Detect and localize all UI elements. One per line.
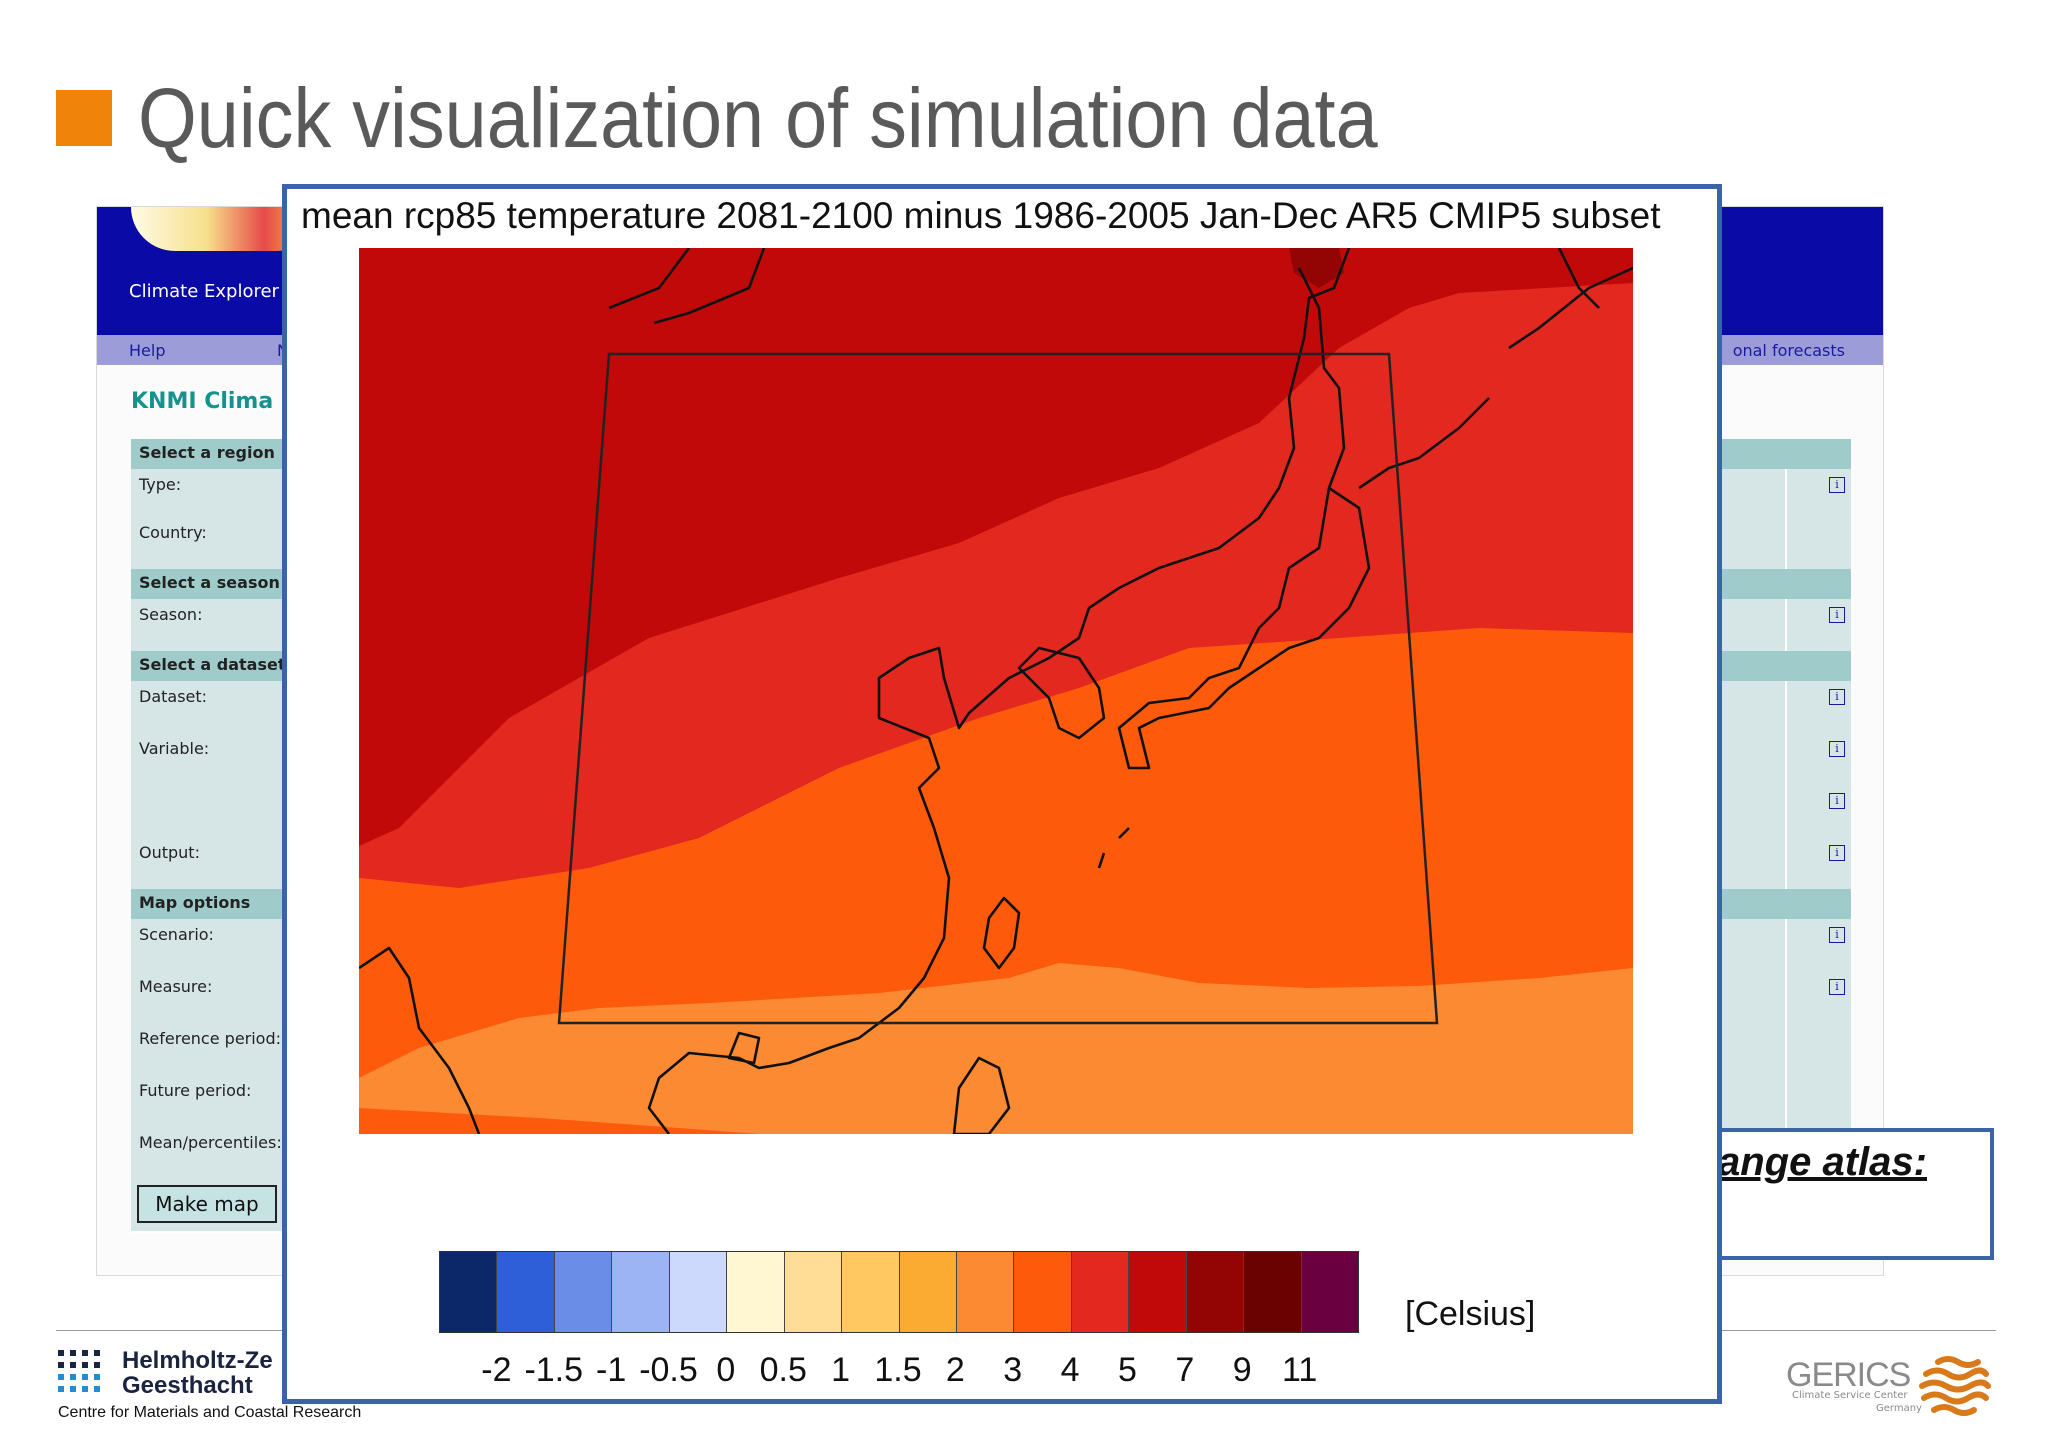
field-label: Output: — [139, 843, 200, 862]
colorbar-swatch — [1014, 1252, 1072, 1332]
colorbar-swatch — [1244, 1252, 1302, 1332]
band-3-to-4-south — [359, 1108, 759, 1134]
section-title: Select a season — [139, 573, 280, 592]
colorbar-swatch — [1071, 1252, 1130, 1332]
field-label: Scenario: — [139, 925, 214, 944]
info-column: i — [1785, 785, 1851, 837]
info-column — [1785, 1075, 1851, 1127]
colorbar-tick-label: -0.5 — [639, 1351, 698, 1389]
colorbar-unit: [Celsius] — [1405, 1295, 1536, 1333]
colorbar-tick-label: 4 — [1060, 1351, 1080, 1389]
slide-title: Quick visualization of simulation data — [138, 71, 1378, 165]
hzg-logo-icon — [58, 1350, 100, 1392]
colorbar-tick-label: 11 — [1281, 1351, 1318, 1389]
band-3-to-4 — [359, 963, 1633, 1134]
colorbar-swatch — [440, 1252, 498, 1332]
colorbar-swatch — [554, 1252, 613, 1332]
gerics-subtitle-2: Germany — [1876, 1403, 1922, 1414]
gerics-subtitle-1: Climate Service Center — [1792, 1390, 1908, 1401]
section-title: Select a dataset — [139, 655, 286, 674]
colorbar-swatch — [727, 1252, 785, 1332]
info-column — [1785, 517, 1851, 569]
info-icon[interactable]: i — [1829, 607, 1845, 623]
colorbar-swatch — [497, 1252, 555, 1332]
atlas-link-suffix: : — [1913, 1140, 1927, 1184]
field-label: Season: — [139, 605, 203, 624]
field-label: Reference period: — [139, 1029, 282, 1048]
field-label: Variable: — [139, 739, 210, 758]
colorbar-tick-label: -2 — [481, 1351, 512, 1389]
info-column: i — [1785, 971, 1851, 1023]
colorbar-tick-label: 7 — [1175, 1351, 1195, 1389]
map-title: mean rcp85 temperature 2081-2100 minus 1… — [301, 195, 1661, 236]
colorbar-swatch — [784, 1252, 843, 1332]
info-icon[interactable]: i — [1829, 741, 1845, 757]
colorbar-tick-label: 2 — [945, 1351, 965, 1389]
section-title: Select a region — [139, 443, 275, 462]
org-subtitle: Centre for Materials and Coastal Researc… — [58, 1404, 362, 1421]
field-label: Mean/percentiles: — [139, 1133, 282, 1152]
colorbar-swatch — [1186, 1252, 1245, 1332]
info-icon[interactable]: i — [1829, 793, 1845, 809]
colorbar-tick-label: -1 — [596, 1351, 627, 1389]
colorbar-tick-label: 9 — [1232, 1351, 1252, 1389]
temperature-change-map — [359, 248, 1633, 1134]
atlas-link-text[interactable]: ange atlas — [1718, 1140, 1914, 1184]
colorbar-tick-label: 1 — [831, 1351, 851, 1389]
coastlines — [359, 248, 1633, 1134]
nav-seasonal-forecasts-link[interactable]: onal forecasts — [1732, 341, 1845, 360]
field-label: Type: — [139, 475, 182, 494]
org-name-line2: Geesthacht — [122, 1372, 253, 1399]
gerics-wave-icon — [1919, 1356, 1991, 1416]
ce-app-title: KNMI Clima — [131, 389, 274, 414]
info-column: i — [1785, 837, 1851, 889]
info-column: i — [1785, 919, 1851, 971]
info-column: i — [1785, 599, 1851, 651]
colorbar-swatch — [669, 1252, 728, 1332]
colorbar-tick-label: 1.5 — [874, 1351, 922, 1389]
colorbar-tick-label: 0.5 — [759, 1351, 807, 1389]
org-name-line1: Helmholtz-Ze — [122, 1347, 273, 1374]
info-icon[interactable]: i — [1829, 927, 1845, 943]
colorbar-swatch — [899, 1252, 957, 1332]
colorbar-tick-label: -1.5 — [524, 1351, 584, 1389]
gerics-logo-text: GERICS — [1786, 1356, 1911, 1394]
temperature-map-panel: mean rcp85 temperature 2081-2100 minus 1… — [282, 184, 1722, 1404]
info-column — [1785, 1023, 1851, 1075]
field-label: Country: — [139, 523, 207, 542]
field-label: Measure: — [139, 977, 213, 996]
info-column: i — [1785, 681, 1851, 733]
colorbar-tick-label: 5 — [1118, 1351, 1137, 1389]
nav-help-link[interactable]: Help — [129, 341, 166, 360]
field-label: Future period: — [139, 1081, 252, 1100]
atlas-link[interactable]: ange atlas: — [1718, 1140, 1927, 1185]
atlas-callout-box — [1670, 1128, 1994, 1260]
info-icon[interactable]: i — [1829, 477, 1845, 493]
colorbar-tick-label: 3 — [1003, 1351, 1023, 1389]
ce-header-text: Climate Explorer — [129, 281, 279, 302]
info-icon[interactable]: i — [1829, 689, 1845, 705]
colorbar — [439, 1251, 1359, 1333]
section-title: Map options — [139, 893, 251, 912]
info-icon[interactable]: i — [1829, 845, 1845, 861]
colorbar-tick-label: 0 — [716, 1351, 736, 1389]
info-column: i — [1785, 469, 1851, 517]
title-bullet — [56, 90, 112, 146]
field-label: Dataset: — [139, 687, 208, 706]
colorbar-swatch — [842, 1252, 900, 1332]
colorbar-swatch — [612, 1252, 670, 1332]
colorbar-swatch — [1129, 1252, 1187, 1332]
info-column: i — [1785, 733, 1851, 785]
info-icon[interactable]: i — [1829, 979, 1845, 995]
colorbar-swatch — [1301, 1252, 1358, 1332]
colorbar-swatch — [956, 1252, 1015, 1332]
domain-box — [557, 352, 1439, 1025]
make-map-button[interactable]: Make map — [137, 1185, 277, 1223]
